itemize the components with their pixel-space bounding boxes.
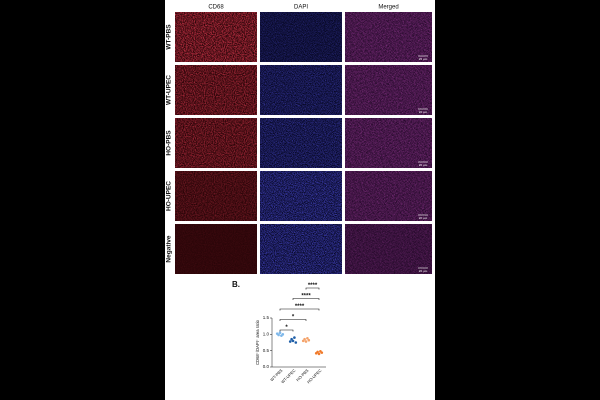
data-point [317, 352, 321, 356]
micrograph-texture [175, 65, 257, 115]
y-tick-label: 1.0 [263, 332, 270, 337]
significance-label: * [292, 315, 295, 321]
panel-label: B. [232, 280, 240, 289]
row-label: WT-PBS [166, 24, 173, 50]
significance-label: **** [308, 283, 318, 289]
data-point [294, 341, 298, 344]
micrograph-texture [345, 171, 432, 221]
row-label: WT-UPEC [166, 75, 173, 105]
micrograph-texture [175, 224, 257, 274]
data-point [293, 336, 296, 339]
micrograph-texture [260, 171, 342, 221]
row-label: HO-UPEC [166, 181, 173, 211]
data-point [306, 336, 309, 340]
micrograph-texture [345, 118, 432, 168]
column-header: Merged [378, 5, 398, 11]
data-point [278, 331, 282, 335]
micrograph-texture [260, 118, 342, 168]
data-point [304, 340, 308, 343]
data-point [291, 339, 295, 343]
scale-bar-label: 20 µm [419, 57, 428, 61]
significance-bracket [292, 298, 320, 300]
y-tick-label: 1.5 [263, 315, 270, 320]
scale-bar-label: 20 µm [419, 269, 428, 273]
micrograph-texture [260, 12, 342, 62]
micrograph-texture [175, 171, 257, 221]
micrograph-texture [260, 65, 342, 115]
significance-bracket [305, 287, 320, 290]
significance-bracket [279, 319, 307, 321]
microscopy-grid: CD68 DAPI Merged WT-PBS 20 µm WT-UPEC 20 µm HO-… [166, 5, 432, 274]
scale-bar-label: 20 µm [419, 216, 428, 220]
significance-label: **** [295, 304, 305, 310]
micrograph-texture [345, 224, 432, 274]
y-tick-label: 0.5 [263, 348, 270, 353]
data-point [316, 350, 319, 354]
micrograph-texture [175, 118, 257, 168]
column-header: CD68 [208, 5, 224, 11]
micrograph-texture [345, 65, 432, 115]
y-axis-label: CD68⁺/DAPI⁺ area ratio [255, 319, 260, 365]
data-point [307, 338, 311, 342]
data-point [303, 337, 306, 341]
significance-bracket [279, 329, 294, 332]
column-header: DAPI [294, 5, 308, 11]
row-label: Negative [166, 235, 173, 262]
row-label: HO-PBS [166, 130, 173, 156]
significance-bracket [279, 308, 320, 311]
scale-bar-label: 20 µm [419, 163, 428, 167]
micrograph-texture [260, 224, 342, 274]
significance-label: **** [301, 294, 311, 300]
data-point [288, 340, 292, 343]
significance-label: * [285, 325, 288, 331]
data-point [281, 333, 285, 336]
data-point [277, 333, 280, 337]
micrograph-texture [175, 12, 257, 62]
data-point [320, 351, 324, 354]
scale-bar-label: 20 µm [419, 110, 428, 114]
micrograph-texture [345, 12, 432, 62]
y-tick-label: 0.0 [263, 364, 270, 369]
